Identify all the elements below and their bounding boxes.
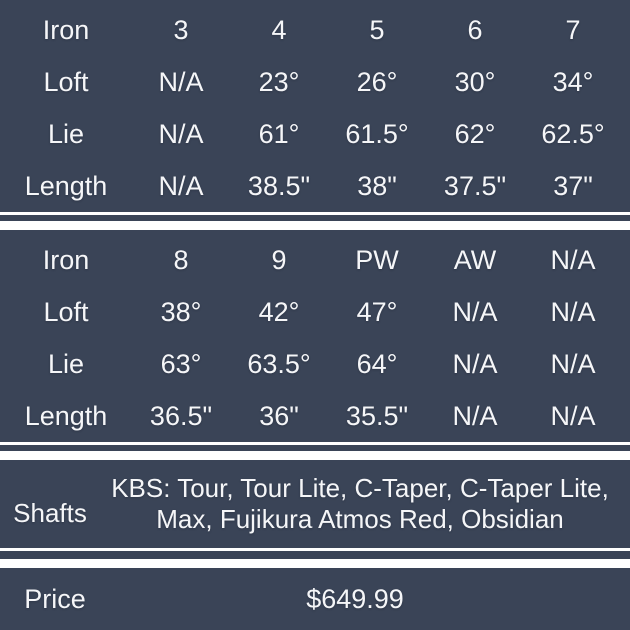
spec-row-lie: Lie N/A 61° 61.5° 62° 62.5° xyxy=(0,108,630,160)
spec-cell: N/A xyxy=(452,296,498,327)
section-gap xyxy=(0,221,630,230)
spec-cell: AW xyxy=(453,244,497,275)
divider-line xyxy=(0,212,630,215)
spec-cell: N/A xyxy=(158,170,204,201)
price-section: Price $649.99 xyxy=(0,568,630,630)
spec-cell: N/A xyxy=(452,348,498,379)
spec-cell: N/A xyxy=(550,400,596,431)
row-label: Length xyxy=(24,400,108,431)
spec-cell: N/A xyxy=(550,296,596,327)
spec-cell: 64° xyxy=(356,348,398,379)
spec-cell: N/A xyxy=(550,348,596,379)
spec-cell: 36.5" xyxy=(149,400,213,431)
spec-cell: 61.5° xyxy=(345,118,409,149)
price-label: Price xyxy=(24,583,86,614)
spec-cell: 34° xyxy=(552,66,594,97)
spec-row-loft: Loft 38° 42° 47° N/A N/A xyxy=(0,286,630,338)
spec-cell: N/A xyxy=(158,66,204,97)
row-label: Loft xyxy=(43,296,89,327)
spec-cell: N/A xyxy=(452,400,498,431)
shafts-label: Shafts xyxy=(13,498,87,528)
shafts-value-line-1: KBS: Tour, Tour Lite, C-Taper, C-Taper L… xyxy=(111,473,609,503)
spec-cell: 23° xyxy=(258,66,300,97)
spec-cell: PW xyxy=(355,244,399,275)
spec-row-length: Length 36.5" 36" 35.5" N/A N/A xyxy=(0,390,630,442)
divider-line xyxy=(0,548,630,551)
row-label: Iron xyxy=(42,14,90,45)
spec-cell: 38" xyxy=(357,170,397,201)
spec-cell: 37" xyxy=(553,170,593,201)
section-gap xyxy=(0,559,630,568)
spec-cell: 8 xyxy=(173,244,189,275)
spec-cell: 47° xyxy=(356,296,398,327)
spec-cell: 4 xyxy=(271,14,287,45)
spec-cell: 30° xyxy=(454,66,496,97)
row-label: Length xyxy=(24,170,108,201)
spec-cell: 36" xyxy=(259,400,299,431)
iron-spec-table-2: Iron 8 9 PW AW N/A Loft 38° 42° 47° N/A … xyxy=(0,230,630,451)
spec-cell: 38° xyxy=(160,296,202,327)
iron-spec-table-1: Iron 3 4 5 6 7 Loft N/A 23° 26° 30° 34° … xyxy=(0,0,630,221)
shafts-section: Shafts KBS: Tour, Tour Lite, C-Taper, C-… xyxy=(0,460,630,559)
spec-cell: 42° xyxy=(258,296,300,327)
row-label: Lie xyxy=(47,348,85,379)
spec-row-iron: Iron 3 4 5 6 7 xyxy=(0,4,630,56)
spec-cell: 6 xyxy=(467,14,483,45)
spec-row-length: Length N/A 38.5" 38" 37.5" 37" xyxy=(0,160,630,212)
divider-line xyxy=(0,442,630,445)
spec-cell: 37.5" xyxy=(443,170,507,201)
shafts-value-line-2: Max, Fujikura Atmos Red, Obsidian xyxy=(156,504,564,534)
spec-cell: N/A xyxy=(158,118,204,149)
section-gap xyxy=(0,451,630,460)
row-label: Iron xyxy=(42,244,90,275)
spec-cell: 7 xyxy=(565,14,581,45)
spec-cell: 63° xyxy=(160,348,202,379)
row-label: Lie xyxy=(47,118,85,149)
price-value: $649.99 xyxy=(306,583,404,614)
spec-row-lie: Lie 63° 63.5° 64° N/A N/A xyxy=(0,338,630,390)
row-label: Loft xyxy=(43,66,89,97)
spec-cell: 38.5" xyxy=(247,170,311,201)
spec-cell: 61° xyxy=(258,118,300,149)
spec-cell: 5 xyxy=(369,14,385,45)
spec-cell: 3 xyxy=(173,14,189,45)
spec-cell: 62.5° xyxy=(541,118,605,149)
shafts-value: KBS: Tour, Tour Lite, C-Taper, C-Taper L… xyxy=(0,473,630,535)
spec-cell: 62° xyxy=(454,118,496,149)
spec-cell: 63.5° xyxy=(247,348,311,379)
spec-cell: 9 xyxy=(271,244,287,275)
spec-cell: N/A xyxy=(550,244,596,275)
spec-row-iron: Iron 8 9 PW AW N/A xyxy=(0,234,630,286)
spec-cell: 35.5" xyxy=(345,400,409,431)
spec-cell: 26° xyxy=(356,66,398,97)
spec-row-loft: Loft N/A 23° 26° 30° 34° xyxy=(0,56,630,108)
